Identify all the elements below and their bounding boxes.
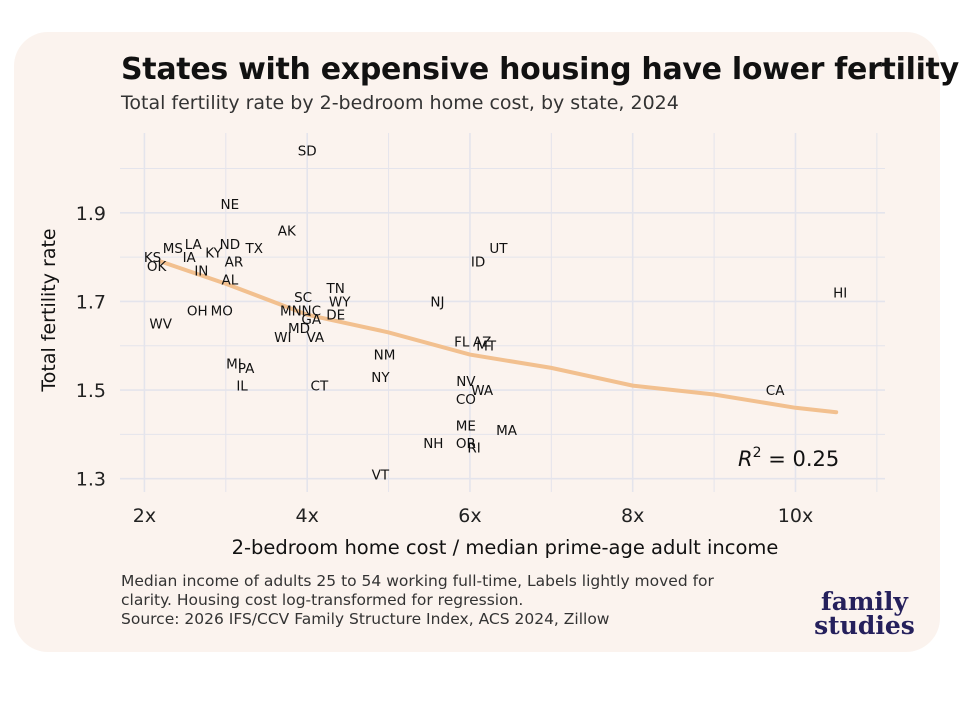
state-label-nh: NH xyxy=(423,436,443,452)
state-label-md: MD xyxy=(288,321,310,337)
state-label-ok: OK xyxy=(147,259,168,275)
state-label-tn: TN xyxy=(325,281,344,297)
state-label-il: IL xyxy=(236,379,248,395)
family-studies-logo: family studies xyxy=(802,587,927,640)
x-tick-label: 8x xyxy=(621,505,644,527)
state-label-mo: MO xyxy=(211,303,233,319)
state-label-la: LA xyxy=(185,237,203,253)
state-label-ut: UT xyxy=(489,241,508,257)
state-label-co: CO xyxy=(456,392,476,408)
state-label-mt: MT xyxy=(476,339,497,355)
state-label-nm: NM xyxy=(374,348,396,364)
state-label-nd: ND xyxy=(220,237,241,253)
x-axis-label: 2-bedroom home cost / median prime-age a… xyxy=(232,536,779,559)
y-tick-label: 1.5 xyxy=(76,380,106,402)
state-label-hi: HI xyxy=(833,286,847,302)
footnote-line: clarity. Housing cost log-transformed fo… xyxy=(121,591,524,609)
grid xyxy=(120,133,885,492)
r-squared-superscript: 2 xyxy=(753,445,762,461)
state-label-mn: MN xyxy=(280,303,302,319)
x-tick-label: 6x xyxy=(458,505,481,527)
state-label-wv: WV xyxy=(149,317,172,333)
state-label-wy: WY xyxy=(329,294,351,310)
state-label-ia: IA xyxy=(183,250,197,266)
state-label-al: AL xyxy=(221,272,238,288)
state-label-oh: OH xyxy=(187,303,208,319)
footnote: Median income of adults 25 to 54 working… xyxy=(121,572,801,629)
state-label-ar: AR xyxy=(225,255,244,271)
state-label-sd: SD xyxy=(298,144,317,160)
state-label-id: ID xyxy=(471,255,485,271)
state-label-va: VA xyxy=(307,330,325,346)
y-tick-label: 1.9 xyxy=(76,203,106,225)
chart-card xyxy=(14,32,940,652)
state-label-fl: FL xyxy=(454,334,470,350)
state-label-ri: RI xyxy=(467,441,480,457)
y-tick-label: 1.7 xyxy=(76,291,106,313)
trend-line xyxy=(158,259,839,415)
state-label-ct: CT xyxy=(311,379,329,395)
footnote-line: Median income of adults 25 to 54 working… xyxy=(121,572,714,590)
logo-line: studies xyxy=(814,611,915,640)
x-tick-label: 10x xyxy=(778,505,813,527)
state-label-ky: KY xyxy=(205,246,222,262)
state-label-me: ME xyxy=(456,419,476,435)
state-label-ks: KS xyxy=(144,250,161,266)
state-label-ak: AK xyxy=(278,224,297,240)
state-label-mi: MI xyxy=(226,356,242,372)
state-label-wi: WI xyxy=(274,330,291,346)
axis-ticks: 2x 4x 6x 8x 10x 1.3 1.5 1.7 1.9 xyxy=(76,203,813,527)
source-line: Source: 2026 IFS/CCV Family Structure In… xyxy=(121,610,610,628)
r-squared-annotation: R2 = 0.25 xyxy=(738,445,839,471)
y-tick-label: 1.3 xyxy=(76,469,106,491)
logo-line: family xyxy=(821,587,908,616)
state-label-ga: GA xyxy=(301,312,321,328)
state-label-or: OR xyxy=(456,436,476,452)
y-axis-label: Total fertility rate xyxy=(38,228,60,392)
state-label-ny: NY xyxy=(371,370,390,386)
state-label-ma: MA xyxy=(496,423,518,439)
chart-subtitle: Total fertility rate by 2-bedroom home c… xyxy=(121,92,679,114)
x-tick-label: 4x xyxy=(296,505,319,527)
x-tick-label: 2x xyxy=(133,505,156,527)
state-label-nc: NC xyxy=(301,303,321,319)
state-label-ca: CA xyxy=(766,383,785,399)
state-label-nj: NJ xyxy=(430,294,444,310)
state-label-wa: WA xyxy=(471,383,494,399)
state-label-de: DE xyxy=(326,308,345,324)
state-label-ms: MS xyxy=(163,241,183,257)
state-label-pa: PA xyxy=(238,361,255,377)
state-label-tx: TX xyxy=(245,241,264,257)
state-label-az: AZ xyxy=(473,334,491,350)
state-label-ne: NE xyxy=(221,197,240,213)
chart-title: States with expensive housing have lower… xyxy=(121,52,959,87)
state-label-in: IN xyxy=(194,263,208,279)
r-squared-symbol: R xyxy=(738,447,753,471)
state-label-nv: NV xyxy=(456,374,476,390)
state-label-vt: VT xyxy=(372,467,390,483)
state-label-sc: SC xyxy=(294,290,312,306)
r-squared-value: = 0.25 xyxy=(762,447,840,471)
